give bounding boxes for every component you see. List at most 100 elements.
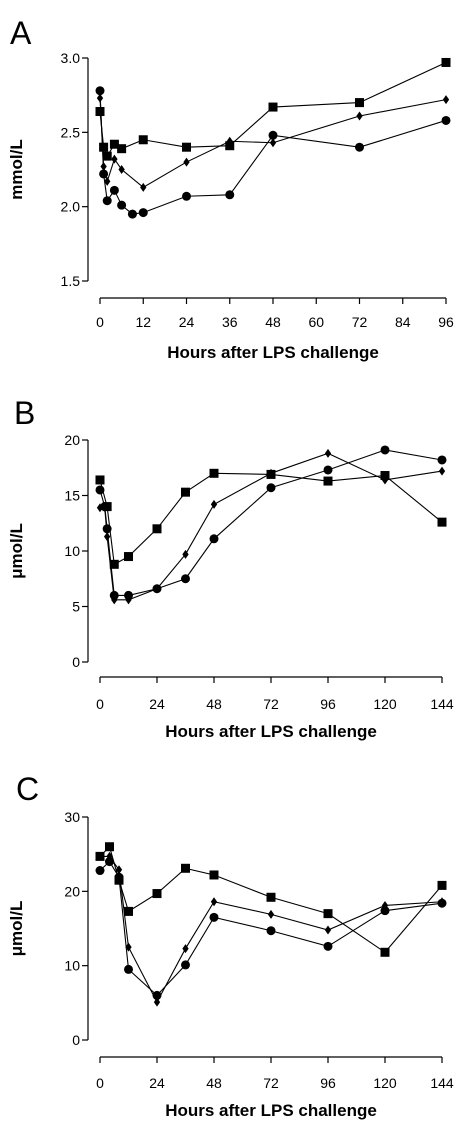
data-point-square (138, 135, 148, 145)
data-point-diamond (381, 475, 389, 485)
y-tick-label: 10 (64, 958, 80, 974)
panel-letter: B (14, 395, 35, 431)
data-point-circle (209, 534, 219, 544)
data-point-circle (102, 196, 112, 206)
series-square (95, 842, 447, 957)
x-tick-label: 48 (265, 314, 281, 330)
panel-letter: C (16, 771, 39, 807)
data-point-square (182, 142, 191, 152)
data-point-circle (124, 964, 133, 974)
data-point-square (437, 517, 447, 527)
data-point-diamond (183, 157, 190, 167)
data-point-diamond (269, 138, 277, 148)
series-square (95, 57, 451, 161)
data-point-circle (124, 590, 133, 600)
x-tick-label: 24 (149, 696, 165, 712)
x-tick-label: 0 (96, 696, 104, 712)
data-point-circle (105, 857, 114, 867)
data-point-circle (225, 190, 235, 200)
data-point-square (380, 947, 390, 957)
y-tick-label: 20 (64, 883, 80, 899)
y-tick-label: 3.0 (61, 50, 81, 66)
data-point-square (323, 476, 333, 486)
data-point-circle (127, 209, 137, 219)
x-tick-label: 48 (206, 1075, 222, 1091)
data-point-square (95, 107, 105, 117)
x-tick-label: 48 (206, 696, 222, 712)
x-tick-label: 12 (135, 314, 151, 330)
series-diamond (96, 93, 450, 192)
data-point-square (209, 468, 219, 478)
data-point-circle (109, 185, 119, 195)
y-tick-label: 15 (64, 488, 80, 504)
data-point-diamond (210, 499, 218, 509)
data-point-circle (181, 960, 190, 970)
series-circle (95, 86, 451, 219)
x-tick-label: 72 (263, 1075, 279, 1091)
data-point-circle (437, 455, 447, 465)
series-diamond (96, 448, 446, 605)
data-point-diamond (96, 851, 104, 861)
data-point-diamond (381, 900, 389, 910)
y-axis-title: mmol/L (7, 139, 26, 199)
data-point-circle (380, 445, 390, 455)
data-point-diamond (115, 865, 123, 875)
data-point-square (441, 57, 451, 67)
x-tick-label: 24 (179, 314, 195, 330)
x-axis-title: Hours after LPS challenge (167, 343, 379, 362)
data-point-circle (152, 990, 162, 1000)
x-tick-label: 120 (373, 1075, 397, 1091)
data-point-square (99, 142, 109, 152)
data-point-circle (95, 86, 105, 96)
data-point-diamond (111, 154, 118, 164)
x-tick-label: 36 (222, 314, 238, 330)
data-point-circle (95, 485, 105, 495)
data-point-square (355, 98, 364, 108)
x-tick-label: 96 (438, 314, 454, 330)
data-point-square (437, 880, 447, 890)
data-point-circle (117, 200, 127, 210)
y-tick-label: 1.5 (61, 273, 81, 289)
data-point-circle (99, 169, 109, 179)
data-point-circle (109, 590, 119, 600)
data-point-circle (441, 115, 451, 125)
x-tick-label: 60 (308, 314, 324, 330)
data-point-square (152, 524, 162, 534)
y-tick-label: 10 (64, 543, 80, 559)
y-tick-label: 0 (72, 654, 80, 670)
x-tick-label: 84 (395, 314, 411, 330)
data-point-diamond (182, 549, 189, 559)
data-point-square (323, 909, 333, 919)
x-axis-title: Hours after LPS challenge (165, 722, 377, 741)
data-point-circle (323, 465, 333, 475)
x-tick-label: 120 (373, 696, 397, 712)
y-axis-title: μmol/L (7, 901, 26, 957)
data-point-square (109, 559, 119, 569)
data-point-circle (355, 142, 364, 152)
x-tick-label: 0 (96, 1075, 104, 1091)
data-point-circle (95, 866, 105, 876)
data-point-circle (380, 906, 390, 916)
y-tick-label: 30 (64, 809, 80, 825)
data-point-square (105, 842, 114, 852)
data-point-circle (100, 502, 110, 512)
data-point-square (102, 151, 112, 161)
data-point-diamond (324, 448, 332, 458)
data-point-diamond (226, 136, 233, 146)
y-tick-label: 5 (72, 599, 80, 615)
series-line-circle (99, 90, 447, 215)
data-point-circle (268, 130, 278, 140)
data-point-diamond (324, 925, 332, 935)
data-point-circle (102, 524, 112, 534)
data-point-diamond (267, 909, 275, 919)
data-point-diamond (356, 111, 363, 121)
data-point-square (181, 487, 190, 497)
x-tick-label: 0 (96, 314, 104, 330)
x-tick-label: 96 (320, 696, 336, 712)
x-axis-title: Hours after LPS challenge (165, 1101, 377, 1120)
data-point-circle (138, 208, 148, 218)
data-point-square (117, 144, 127, 154)
data-point-circle (209, 912, 219, 922)
data-point-square (124, 906, 133, 916)
